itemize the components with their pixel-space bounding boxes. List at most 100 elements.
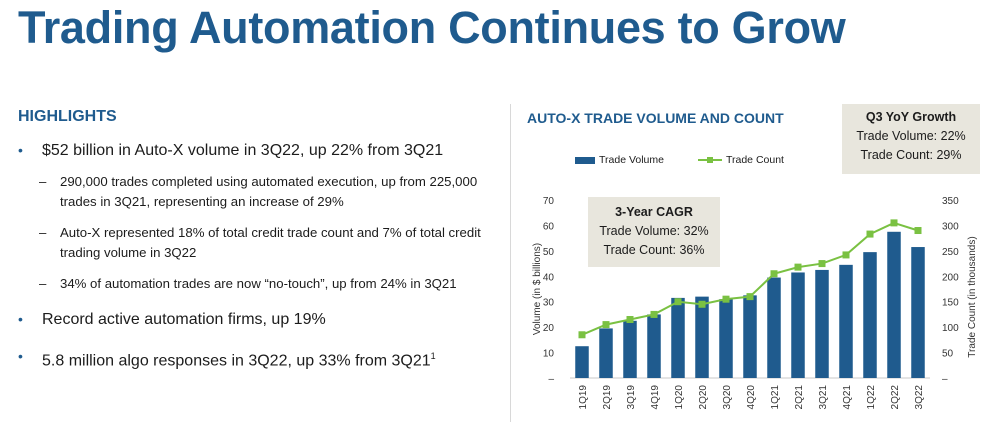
x-tick-label: 4Q21 bbox=[842, 385, 853, 410]
x-tick-label: 2Q20 bbox=[698, 385, 709, 410]
y2-tick-label: 350 bbox=[942, 196, 959, 207]
callout-title: Q3 YoY Growth bbox=[865, 110, 957, 124]
point-trade-count bbox=[650, 310, 658, 318]
point-trade-count bbox=[602, 321, 610, 329]
bar-trade-volume bbox=[863, 252, 877, 378]
x-tick-label: 3Q22 bbox=[914, 385, 925, 410]
y2-tick-label: 250 bbox=[942, 247, 959, 258]
bar-trade-volume bbox=[599, 328, 613, 378]
point-trade-count bbox=[914, 227, 922, 235]
bar-trade-volume bbox=[671, 297, 685, 378]
bar-trade-volume bbox=[839, 264, 853, 378]
highlight-bullet: • $52 billion in Auto-X volume in 3Q22, … bbox=[18, 140, 498, 161]
point-trade-count bbox=[626, 316, 634, 324]
y2-tick-label: 200 bbox=[942, 272, 959, 283]
cagr-line: Trade Count: 36% bbox=[603, 243, 705, 257]
point-trade-count bbox=[842, 251, 850, 259]
x-tick-label: 3Q21 bbox=[818, 385, 829, 410]
legend-label: Trade Volume bbox=[599, 154, 664, 166]
bar-trade-volume bbox=[815, 269, 829, 378]
cagr-title: 3-Year CAGR bbox=[615, 205, 693, 219]
point-trade-count bbox=[674, 298, 682, 306]
x-tick-label: 2Q22 bbox=[890, 385, 901, 410]
legend-bar-swatch bbox=[575, 156, 595, 164]
y-tick-label: 10 bbox=[543, 349, 555, 360]
legend-label: Trade Count bbox=[725, 154, 784, 166]
x-tick-label: 4Q19 bbox=[650, 385, 661, 410]
y-tick-label: 20 bbox=[543, 323, 555, 334]
bullet-marker: • bbox=[18, 348, 23, 364]
y2-axis-title: Trade Count (in thousands) bbox=[967, 236, 978, 357]
dash-marker: – bbox=[39, 276, 47, 291]
cagr-callout: 3-Year CAGR Trade Volume: 32% Trade Coun… bbox=[588, 197, 720, 267]
chart-legend: Trade Volume Trade Count bbox=[575, 154, 818, 166]
x-tick-label: 1Q21 bbox=[770, 385, 781, 410]
subbullet-text: 34% of automation trades are now “no-tou… bbox=[60, 276, 457, 291]
bullet-text: Record active automation firms, up 19% bbox=[42, 311, 326, 328]
point-trade-count bbox=[890, 219, 898, 227]
bar-trade-volume bbox=[623, 320, 637, 378]
bullet-text: 5.8 million algo responses in 3Q22, up 3… bbox=[42, 352, 431, 370]
point-trade-count bbox=[578, 331, 586, 339]
x-tick-label: 1Q22 bbox=[866, 385, 877, 410]
bullet-marker: • bbox=[18, 311, 23, 327]
x-tick-label: 1Q20 bbox=[674, 385, 685, 410]
cagr-line: Trade Volume: 32% bbox=[599, 224, 709, 238]
legend-item-trade-count: Trade Count bbox=[697, 154, 784, 166]
yoy-growth-callout: Q3 YoY Growth Trade Volume: 22% Trade Co… bbox=[842, 104, 980, 174]
x-tick-label: 1Q19 bbox=[578, 385, 589, 410]
highlights-heading: HIGHLIGHTS bbox=[18, 108, 117, 125]
y2-tick-label: 50 bbox=[942, 349, 954, 360]
highlight-bullet: • 5.8 million algo responses in 3Q22, up… bbox=[18, 346, 498, 371]
point-trade-count bbox=[794, 263, 802, 271]
y-tick-label: 40 bbox=[543, 272, 555, 283]
bar-trade-volume bbox=[647, 314, 661, 378]
x-tick-label: 2Q21 bbox=[794, 385, 805, 410]
x-tick-label: 3Q19 bbox=[626, 385, 637, 410]
x-tick-label: 2Q19 bbox=[602, 385, 613, 410]
legend-item-trade-volume: Trade Volume bbox=[575, 154, 664, 166]
x-tick-label: 4Q20 bbox=[746, 385, 757, 410]
y2-tick-label: – bbox=[942, 374, 948, 385]
y-tick-label: 50 bbox=[543, 247, 555, 258]
y-tick-label: 70 bbox=[543, 196, 555, 207]
page-title: Trading Automation Continues to Grow bbox=[18, 2, 846, 53]
bar-trade-volume bbox=[743, 295, 757, 378]
point-trade-count bbox=[746, 293, 754, 301]
footnote-marker: 1 bbox=[430, 351, 436, 361]
point-trade-count bbox=[722, 295, 730, 303]
point-trade-count bbox=[698, 300, 706, 308]
y-tick-label: – bbox=[548, 374, 554, 385]
bar-trade-volume bbox=[791, 272, 805, 378]
point-trade-count bbox=[866, 230, 874, 238]
bullet-text: $52 billion in Auto-X volume in 3Q22, up… bbox=[42, 142, 444, 159]
chart-title: AUTO-X TRADE VOLUME AND COUNT bbox=[527, 110, 784, 126]
y-tick-label: 60 bbox=[543, 221, 555, 232]
subbullet-text: Auto-X represented 18% of total credit t… bbox=[60, 225, 481, 260]
legend-line-swatch bbox=[697, 155, 722, 165]
highlights-panel: HIGHLIGHTS • $52 billion in Auto-X volum… bbox=[18, 108, 498, 371]
point-trade-count bbox=[770, 270, 778, 278]
y2-tick-label: 100 bbox=[942, 323, 959, 334]
highlight-bullet: • Record active automation firms, up 19% bbox=[18, 309, 498, 330]
callout-line: Trade Volume: 22% bbox=[856, 129, 966, 143]
dash-marker: – bbox=[39, 225, 47, 240]
highlight-subbullet: – 290,000 trades completed using automat… bbox=[18, 172, 498, 212]
y-axis-title: Volume (in $ billions) bbox=[532, 243, 543, 335]
bar-trade-volume bbox=[887, 231, 901, 378]
subbullet-text: 290,000 trades completed using automated… bbox=[60, 174, 478, 209]
highlight-subbullet: – 34% of automation trades are now “no-t… bbox=[18, 274, 498, 294]
bar-trade-volume bbox=[695, 296, 709, 378]
x-tick-label: 3Q20 bbox=[722, 385, 733, 410]
y-tick-label: 30 bbox=[543, 298, 555, 309]
y2-tick-label: 300 bbox=[942, 221, 959, 232]
bar-trade-volume bbox=[911, 247, 925, 378]
point-trade-count bbox=[818, 260, 826, 268]
bar-trade-volume bbox=[719, 299, 733, 378]
highlight-subbullet: – Auto-X represented 18% of total credit… bbox=[18, 223, 498, 263]
dash-marker: – bbox=[39, 174, 47, 189]
bar-trade-volume bbox=[575, 346, 589, 378]
y2-tick-label: 150 bbox=[942, 298, 959, 309]
bullet-marker: • bbox=[18, 142, 23, 158]
